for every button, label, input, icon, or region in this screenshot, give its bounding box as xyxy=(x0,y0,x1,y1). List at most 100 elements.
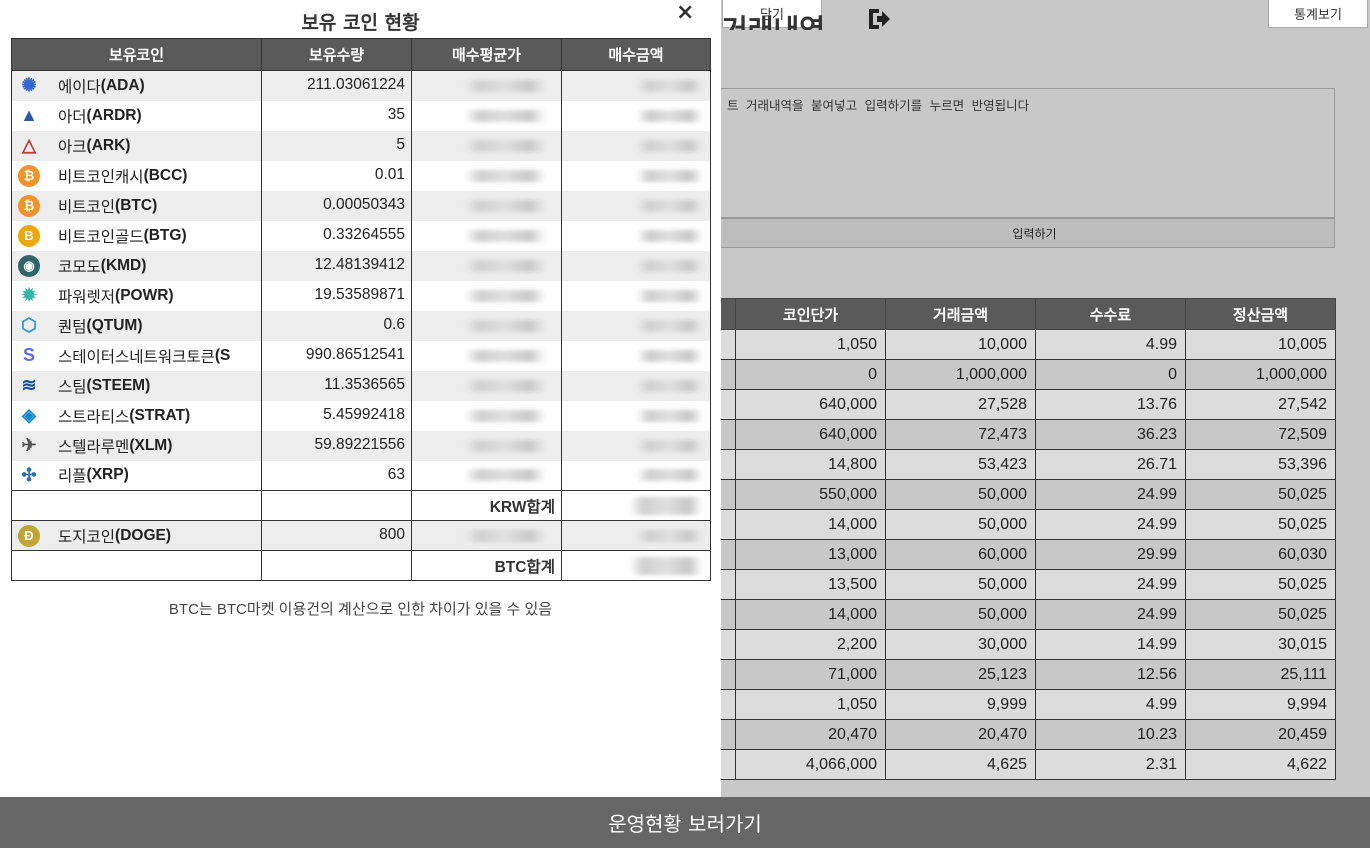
trade-cell: 12.56 xyxy=(1035,659,1186,690)
coin-symbol: (ARK) xyxy=(86,136,131,154)
trade-cell: 26.71 xyxy=(1035,449,1186,480)
trade-cell: 14,000 xyxy=(735,599,886,630)
trade-row: 14,800 53,423 26.71 53,396 xyxy=(712,449,1336,480)
trade-row: 14,000 50,000 24.99 50,025 xyxy=(712,509,1336,540)
trade-cell: 13,000 xyxy=(735,539,886,570)
trade-cell: 50,025 xyxy=(1185,599,1336,630)
header-coin: 보유코인 xyxy=(11,38,262,71)
trade-cell: 60,030 xyxy=(1185,539,1336,570)
coin-symbol: (STEEM) xyxy=(86,376,151,394)
ada-icon: ✺ xyxy=(21,75,37,96)
coin-name: 비트코인캐시 xyxy=(58,168,144,186)
avg-price-redacted xyxy=(411,340,562,371)
trade-row: 13,000 60,000 29.99 60,030 xyxy=(712,539,1336,570)
trade-cell: 60,000 xyxy=(885,539,1036,570)
trade-cell: 640,000 xyxy=(735,389,886,420)
coin-cell: ◈ 스트라티스 (STRAT) xyxy=(11,400,262,431)
total-empty-cell xyxy=(261,550,412,581)
trade-cell: 14.99 xyxy=(1035,629,1186,660)
trade-cell: 1,000,000 xyxy=(885,359,1036,390)
coin-name: 에이다 xyxy=(58,78,101,96)
trade-cell: 50,025 xyxy=(1185,479,1336,510)
status-icon: S xyxy=(22,345,35,365)
avg-price-redacted xyxy=(411,250,562,281)
qtum-icon: ⬡ xyxy=(21,315,37,335)
header-avg-price: 매수평균가 xyxy=(411,38,562,71)
coin-name: 도지코인 xyxy=(58,528,116,546)
trade-cell: 72,473 xyxy=(885,419,1036,450)
coin-symbol: (DOGE) xyxy=(115,526,172,544)
total-row: KRW합계 xyxy=(11,490,711,521)
trade-cell: 640,000 xyxy=(735,419,886,450)
coin-symbol: (BTG) xyxy=(143,226,187,244)
holding-row: ✣ 리플 (XRP) 63 xyxy=(11,460,711,491)
trade-cell: 50,025 xyxy=(1185,569,1336,600)
trade-cell: 1,000,000 xyxy=(1185,359,1336,390)
coin-symbol: (ARDR) xyxy=(86,106,142,124)
stats-button[interactable]: 통계보기 xyxy=(1268,0,1368,28)
header-buy-amount: 매수금액 xyxy=(561,38,711,71)
avg-price-redacted xyxy=(411,220,562,251)
avg-price-redacted xyxy=(411,160,562,191)
coin-symbol: (ADA) xyxy=(100,76,145,94)
trade-row: 1,050 9,999 4.99 9,994 xyxy=(712,689,1336,720)
coin-quantity: 0.00050343 xyxy=(261,190,412,221)
coin-quantity: 0.33264555 xyxy=(261,220,412,251)
coin-cell: ₿ 비트코인 (BTC) xyxy=(11,190,262,221)
paste-textarea[interactable]: 트 거래내역을 붙여넣고 입력하기를 누르면 반영됩니다 xyxy=(712,88,1335,218)
coin-cell: ◉ 코모도 (KMD) xyxy=(11,250,262,281)
ardor-icon: ▲ xyxy=(20,105,38,125)
trade-row: 20,470 20,470 10.23 20,459 xyxy=(712,719,1336,750)
header-quantity: 보유수량 xyxy=(261,38,412,71)
buy-amount-redacted xyxy=(561,70,711,101)
trade-cell: 4.99 xyxy=(1035,689,1186,720)
coin-name: 스트라티스 xyxy=(58,408,130,426)
modal-title: 보유 코인 현황 xyxy=(301,12,420,34)
buy-amount-redacted xyxy=(561,250,711,281)
coin-cell: ✺ 에이다 (ADA) xyxy=(11,70,262,101)
coin-quantity: 11.3536565 xyxy=(261,370,412,401)
buy-amount-redacted xyxy=(561,520,711,551)
trade-cell: 36.23 xyxy=(1035,419,1186,450)
holding-row: ◉ 코모도 (KMD) 12.48139412 xyxy=(11,250,711,281)
coin-cell: Ð 도지코인 (DOGE) xyxy=(11,520,262,551)
page-title: 거래내역 xyxy=(722,13,826,46)
exit-icon[interactable] xyxy=(866,6,892,32)
coin-symbol: (BCC) xyxy=(143,166,188,184)
bitcoin-icon: ₿ xyxy=(18,194,40,217)
trade-cell: 20,459 xyxy=(1185,719,1336,750)
trade-cell: 4,622 xyxy=(1185,749,1336,780)
avg-price-redacted xyxy=(411,460,562,491)
trade-cell: 71,000 xyxy=(735,659,886,690)
stratis-icon: ◈ xyxy=(22,405,36,425)
coin-name: 코모도 xyxy=(58,258,101,276)
coin-name: 리플 xyxy=(58,468,87,486)
buy-amount-redacted xyxy=(561,280,711,311)
trade-cell: 550,000 xyxy=(735,479,886,510)
trade-cell: 24.99 xyxy=(1035,479,1186,510)
trade-cell: 25,111 xyxy=(1185,659,1336,690)
coin-cell: ✈ 스텔라루멘 (XLM) xyxy=(11,430,262,461)
operations-link-bar[interactable]: 운영현황 보러가기 xyxy=(0,797,1370,848)
trade-cell: 50,000 xyxy=(885,569,1036,600)
coin-quantity: 0.6 xyxy=(261,310,412,341)
total-row: BTC합계 xyxy=(11,550,711,581)
coin-cell: S 스테이터스네트워크토큰 (S xyxy=(11,340,262,371)
trade-cell: 27,542 xyxy=(1185,389,1336,420)
close-button[interactable]: 닫기 xyxy=(722,0,822,28)
coin-quantity: 800 xyxy=(261,520,412,551)
trade-cell: 13.76 xyxy=(1035,389,1186,420)
buy-amount-redacted xyxy=(561,460,711,491)
trade-cell: 4,625 xyxy=(885,749,1036,780)
close-icon[interactable]: × xyxy=(676,0,695,25)
buy-amount-redacted xyxy=(561,310,711,341)
stellar-icon: ✈ xyxy=(21,435,37,455)
coin-cell: △ 아크 (ARK) xyxy=(11,130,262,161)
coin-quantity: 12.48139412 xyxy=(261,250,412,281)
coin-cell: ✹ 파워렛저 (POWR) xyxy=(11,280,262,311)
input-button[interactable]: 입력하기 xyxy=(712,218,1335,248)
trade-row: 0 1,000,000 0 1,000,000 xyxy=(712,359,1336,390)
coin-cell: B 비트코인골드 (BTG) xyxy=(11,220,262,251)
buy-amount-redacted xyxy=(561,130,711,161)
trade-cell: 30,000 xyxy=(885,629,1036,660)
